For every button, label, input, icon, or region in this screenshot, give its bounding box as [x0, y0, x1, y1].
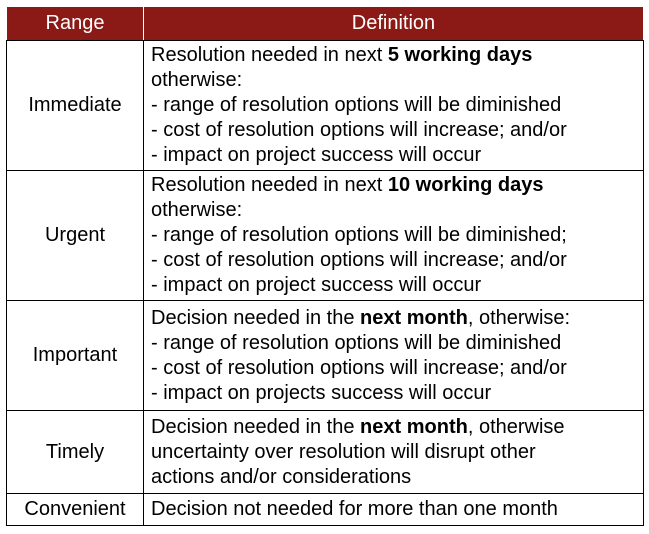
definition-text: Decision needed in the — [151, 306, 361, 329]
definition-line: otherwise: — [151, 68, 637, 93]
definition-cell: Resolution needed in next 5 working days… — [143, 40, 644, 171]
header-row: Range Definition — [6, 6, 644, 41]
range-cell: Immediate — [6, 40, 144, 171]
definition-line: Decision not needed for more than one mo… — [151, 497, 637, 522]
definition-cell: Decision needed in the next month, other… — [143, 410, 644, 494]
urgency-table-container: Range Definition Immediate Resolution nee… — [6, 6, 644, 526]
definition-text-tail: , otherwise — [467, 415, 565, 438]
definition-text: actions and/or considerations — [151, 465, 412, 488]
definition-text: Resolution needed in next — [151, 174, 388, 196]
header-definition: Definition — [143, 6, 644, 41]
definition-text: Decision needed in the — [151, 415, 361, 438]
definition-line: uncertainty over resolution will disrupt… — [151, 440, 637, 465]
definition-text: - impact on projects success will occur — [151, 381, 492, 404]
definition-line: otherwise: — [151, 198, 637, 223]
range-cell: Urgent — [6, 170, 144, 301]
definition-line: - impact on project success will occur — [151, 273, 637, 298]
definition-text: otherwise: — [151, 199, 243, 221]
definition-line: - range of resolution options will be di… — [151, 331, 637, 356]
table-row: Immediate Resolution needed in next 5 wor… — [6, 40, 644, 171]
definition-line: - impact on projects success will occur — [151, 381, 637, 406]
definition-text: Decision not needed for more than one mo… — [151, 498, 558, 520]
definition-line: - cost of resolution options will increa… — [151, 118, 637, 143]
definition-text: - cost of resolution options will increa… — [151, 119, 567, 141]
range-cell: Timely — [6, 410, 144, 494]
definition-cell: Decision not needed for more than one mo… — [143, 493, 644, 526]
header-range: Range — [6, 6, 144, 41]
definition-line: - cost of resolution options will increa… — [151, 248, 637, 273]
range-cell: Convenient — [6, 493, 144, 526]
definition-text: - impact on project success will occur — [151, 274, 482, 296]
definition-line: Decision needed in the next month, other… — [151, 306, 637, 331]
definition-line: Resolution needed in next 5 working days — [151, 43, 637, 68]
definition-text: Resolution needed in next — [151, 44, 388, 66]
definition-emphasis: 10 working days — [387, 174, 544, 196]
table-row: Timely Decision needed in the next month,… — [6, 410, 644, 494]
table-body: Immediate Resolution needed in next 5 wor… — [6, 40, 644, 526]
definition-text: - cost of resolution options will increa… — [151, 356, 567, 379]
definition-emphasis: next month — [360, 306, 468, 329]
range-cell: Important — [6, 300, 144, 411]
table-row: Convenient Decision not needed for more t… — [6, 493, 644, 526]
table-row: Important Decision needed in the next mon… — [6, 300, 644, 411]
definition-cell: Resolution needed in next 10 working day… — [143, 170, 644, 301]
definition-text: - range of resolution options will be di… — [151, 224, 567, 246]
definition-text: - cost of resolution options will increa… — [151, 249, 567, 271]
definition-line: Decision needed in the next month, other… — [151, 415, 637, 440]
definition-emphasis: next month — [360, 415, 468, 438]
definition-text: - impact on project success will occur — [151, 144, 482, 166]
definition-text: - range of resolution options will be di… — [151, 331, 562, 354]
definition-cell: Decision needed in the next month, other… — [143, 300, 644, 411]
definition-text: - range of resolution options will be di… — [151, 94, 562, 116]
definition-line: actions and/or considerations — [151, 465, 637, 490]
definition-emphasis: 5 working days — [387, 44, 533, 66]
definition-line: - range of resolution options will be di… — [151, 223, 637, 248]
definition-line: - cost of resolution options will increa… — [151, 356, 637, 381]
definition-text-tail: , otherwise: — [467, 306, 571, 329]
urgency-definition-table: Range Definition Immediate Resolution nee… — [6, 6, 644, 526]
definition-line: - range of resolution options will be di… — [151, 93, 637, 118]
definition-text: uncertainty over resolution will disrupt… — [151, 440, 536, 463]
definition-line: Resolution needed in next 10 working day… — [151, 173, 637, 198]
definition-line: - impact on project success will occur — [151, 143, 637, 168]
table-row: Urgent Resolution needed in next 10 worki… — [6, 170, 644, 301]
definition-text: otherwise: — [151, 69, 243, 91]
